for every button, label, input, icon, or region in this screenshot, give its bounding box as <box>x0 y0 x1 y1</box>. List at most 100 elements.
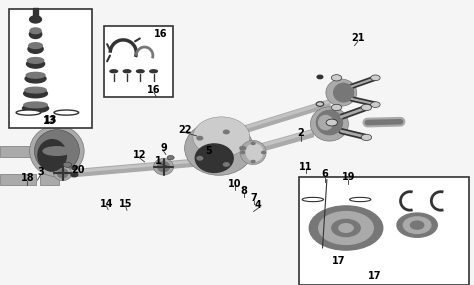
Ellipse shape <box>319 115 333 130</box>
Text: 2: 2 <box>298 127 304 138</box>
Bar <box>40 146 59 157</box>
FancyBboxPatch shape <box>299 177 469 285</box>
Ellipse shape <box>241 151 245 154</box>
Ellipse shape <box>38 140 66 171</box>
Ellipse shape <box>110 70 118 73</box>
Ellipse shape <box>331 104 342 111</box>
Ellipse shape <box>123 70 131 73</box>
Text: 15: 15 <box>119 199 132 209</box>
Ellipse shape <box>410 221 424 229</box>
Text: 6: 6 <box>321 169 328 179</box>
Text: 17: 17 <box>368 271 381 282</box>
Ellipse shape <box>246 144 263 161</box>
Ellipse shape <box>43 147 71 155</box>
Ellipse shape <box>240 140 266 164</box>
Text: 20: 20 <box>72 164 85 175</box>
Ellipse shape <box>54 110 79 115</box>
Ellipse shape <box>316 102 324 106</box>
Ellipse shape <box>24 89 47 98</box>
Ellipse shape <box>57 169 68 178</box>
Ellipse shape <box>29 30 42 38</box>
Ellipse shape <box>16 110 41 115</box>
Ellipse shape <box>26 72 45 78</box>
Ellipse shape <box>34 130 80 172</box>
Text: 19: 19 <box>342 172 355 182</box>
Ellipse shape <box>331 75 342 81</box>
Ellipse shape <box>23 104 49 113</box>
Text: 13: 13 <box>43 116 56 126</box>
Text: 13: 13 <box>44 115 58 125</box>
Ellipse shape <box>316 110 342 135</box>
Ellipse shape <box>361 104 372 111</box>
Text: 16: 16 <box>155 29 168 39</box>
Ellipse shape <box>193 117 250 157</box>
Text: 9: 9 <box>160 143 167 153</box>
Ellipse shape <box>251 142 255 144</box>
Ellipse shape <box>251 160 255 163</box>
Ellipse shape <box>154 158 173 175</box>
Text: 22: 22 <box>178 125 191 135</box>
Text: 16: 16 <box>147 85 161 95</box>
Ellipse shape <box>361 134 372 141</box>
Ellipse shape <box>29 125 84 177</box>
Text: 10: 10 <box>228 179 241 189</box>
Bar <box>33 8 38 19</box>
Ellipse shape <box>397 213 437 237</box>
Text: 3: 3 <box>37 167 44 178</box>
Text: 18: 18 <box>21 173 34 183</box>
Ellipse shape <box>28 45 43 53</box>
Ellipse shape <box>302 197 324 202</box>
Ellipse shape <box>403 217 431 233</box>
Ellipse shape <box>223 130 229 134</box>
Ellipse shape <box>326 79 356 106</box>
Ellipse shape <box>334 83 354 102</box>
Ellipse shape <box>262 151 265 154</box>
Ellipse shape <box>27 60 45 68</box>
Ellipse shape <box>167 156 174 160</box>
Ellipse shape <box>184 121 253 175</box>
FancyBboxPatch shape <box>104 26 173 97</box>
Ellipse shape <box>24 102 47 108</box>
Ellipse shape <box>326 119 337 126</box>
Ellipse shape <box>54 166 72 181</box>
Ellipse shape <box>197 156 203 160</box>
Bar <box>0 174 36 185</box>
Bar <box>40 174 59 185</box>
Ellipse shape <box>25 74 46 83</box>
Text: 11: 11 <box>299 162 312 172</box>
Ellipse shape <box>63 162 72 167</box>
Bar <box>0 146 36 157</box>
Text: 21: 21 <box>351 33 365 44</box>
Text: 14: 14 <box>100 199 113 209</box>
Text: 12: 12 <box>133 150 146 160</box>
Ellipse shape <box>309 206 383 250</box>
Ellipse shape <box>29 43 42 48</box>
Ellipse shape <box>195 144 233 172</box>
Text: 7: 7 <box>250 193 257 203</box>
Text: 4: 4 <box>255 200 262 210</box>
FancyBboxPatch shape <box>9 9 92 128</box>
Ellipse shape <box>332 219 360 237</box>
Ellipse shape <box>25 87 46 93</box>
Ellipse shape <box>319 211 374 245</box>
Ellipse shape <box>29 16 42 23</box>
Ellipse shape <box>317 75 323 79</box>
Ellipse shape <box>72 167 77 170</box>
Ellipse shape <box>197 137 203 140</box>
Ellipse shape <box>30 28 41 34</box>
Ellipse shape <box>27 58 44 63</box>
Text: 5: 5 <box>205 146 212 156</box>
Text: 8: 8 <box>241 186 247 196</box>
Ellipse shape <box>137 70 144 73</box>
Ellipse shape <box>371 75 380 81</box>
Ellipse shape <box>310 107 348 141</box>
Text: 17: 17 <box>332 256 346 266</box>
Ellipse shape <box>349 197 371 202</box>
Ellipse shape <box>223 163 229 166</box>
Text: 1: 1 <box>155 156 162 166</box>
Ellipse shape <box>157 162 170 172</box>
Ellipse shape <box>240 146 246 150</box>
Ellipse shape <box>339 224 353 232</box>
Ellipse shape <box>71 173 78 177</box>
Ellipse shape <box>150 70 157 73</box>
